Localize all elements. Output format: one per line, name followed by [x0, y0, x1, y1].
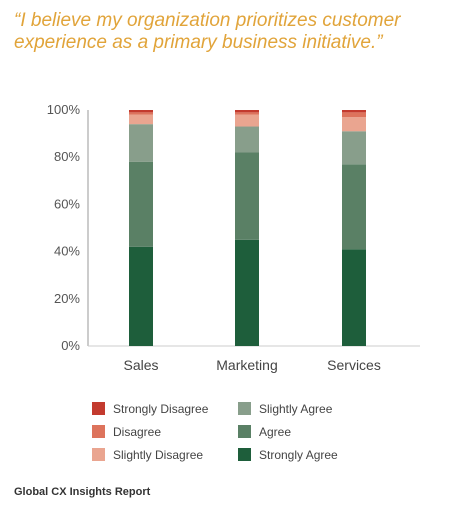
legend-item-strongly-agree: Strongly Agree — [238, 445, 388, 464]
legend-label: Slightly Agree — [259, 401, 333, 416]
legend-label: Slightly Disagree — [113, 447, 204, 462]
bar-services-strongly-disagree — [342, 110, 366, 113]
x-category-label: Services — [327, 357, 381, 373]
y-tick-label: 0% — [61, 338, 80, 353]
legend-swatch — [92, 448, 105, 461]
y-axis: 0% 20% 40% 60% 80% 100% — [47, 102, 420, 353]
bar-sales-slightly-disagree — [129, 114, 153, 125]
x-category-label: Marketing — [216, 357, 277, 373]
footer-label: Global CX Insights Report — [14, 486, 151, 498]
legend-swatch — [92, 402, 105, 415]
bar-sales-agree — [129, 161, 153, 247]
bar-services-disagree — [342, 112, 366, 118]
bar-marketing-strongly-disagree — [235, 110, 259, 113]
legend-item-disagree: Disagree — [92, 422, 238, 441]
chart-quote-title: “I believe my organization prioritizes c… — [14, 10, 401, 53]
legend-item-strongly-disagree: Strongly Disagree — [92, 399, 238, 418]
y-tick-label: 60% — [54, 196, 80, 211]
x-category-label: Sales — [123, 357, 158, 373]
legend-item-slightly-agree: Slightly Agree — [238, 399, 388, 418]
legend-item-agree: Agree — [238, 422, 388, 441]
bar-marketing-slightly-disagree — [235, 114, 259, 127]
legend-swatch — [238, 402, 251, 415]
legend-swatch — [238, 425, 251, 438]
y-tick-label: 40% — [54, 244, 80, 259]
bar-sales-disagree — [129, 112, 153, 115]
bar-sales-strongly-disagree — [129, 110, 153, 113]
legend: Strongly Disagree Slightly Agree Disagree A… — [92, 399, 392, 464]
bar-stack-sales — [129, 110, 153, 346]
bar-sales-slightly-agree — [129, 124, 153, 162]
bar-sales-strongly-agree — [129, 246, 153, 346]
bars — [129, 110, 366, 346]
bar-services-strongly-agree — [342, 249, 366, 346]
y-tick-label: 100% — [47, 102, 81, 117]
bar-marketing-disagree — [235, 112, 259, 115]
legend-swatch — [238, 448, 251, 461]
y-tick-label: 20% — [54, 291, 80, 306]
y-tick-label: 80% — [54, 149, 80, 164]
stacked-bar-chart: 0% 20% 40% 60% 80% 100% Sales Marketing Service… — [47, 102, 420, 373]
bar-stack-marketing — [235, 110, 259, 346]
bar-marketing-strongly-agree — [235, 239, 259, 346]
legend-item-slightly-disagree: Slightly Disagree — [92, 445, 238, 464]
x-axis: Sales Marketing Services — [123, 357, 380, 373]
bar-services-slightly-disagree — [342, 117, 366, 132]
bar-stack-services — [342, 110, 366, 346]
legend-swatch — [92, 425, 105, 438]
bar-marketing-agree — [235, 152, 259, 240]
legend-label: Agree — [259, 424, 292, 439]
bar-marketing-slightly-agree — [235, 126, 259, 153]
bar-services-slightly-agree — [342, 131, 366, 165]
legend-label: Strongly Disagree — [113, 401, 209, 416]
legend-label: Disagree — [113, 424, 162, 439]
legend-label: Strongly Agree — [259, 447, 338, 462]
bar-services-agree — [342, 164, 366, 250]
